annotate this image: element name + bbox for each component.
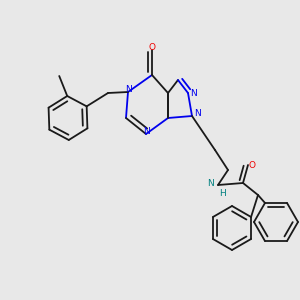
Text: N: N [194,109,200,118]
Text: N: N [190,88,196,98]
Text: O: O [248,160,256,169]
Text: N: N [124,85,131,94]
Text: H: H [220,188,226,197]
Text: O: O [148,43,155,52]
Text: N: N [208,178,214,188]
Text: N: N [142,127,149,136]
